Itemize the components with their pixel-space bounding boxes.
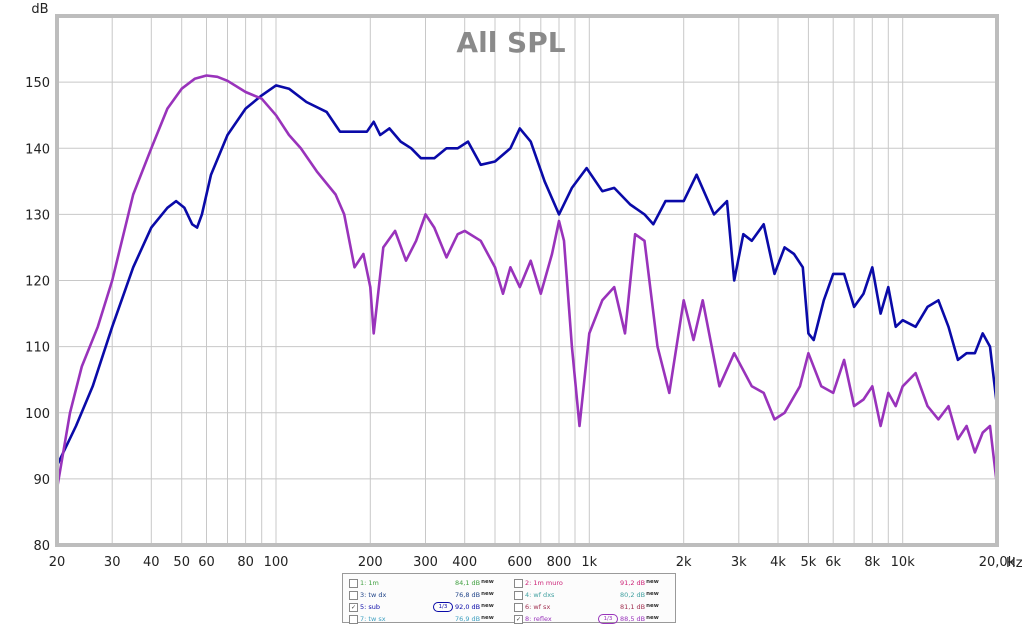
legend-item-label: 1: 1m (360, 579, 379, 587)
legend-item: 1: 1m 84,1 dBnew (343, 576, 508, 590)
legend-row: 1: 1m 84,1 dBnew 2: 1m muro 91,2 dBnew (343, 576, 675, 590)
legend-item-value-text: 84,1 dB (455, 579, 481, 587)
legend-checkbox[interactable] (349, 591, 358, 600)
y-axis-label: dB (31, 2, 48, 17)
legend-item: 2: 1m muro 91,2 dBnew (508, 576, 673, 590)
y-tick-label: 80 (33, 539, 50, 554)
legend-item-suffix: new (646, 579, 659, 585)
legend-item: 3: tw dx 76,8 dBnew (343, 588, 508, 602)
chart-title: All SPL (456, 26, 565, 59)
legend-item-suffix: new (481, 591, 494, 597)
y-tick-label: 120 (25, 275, 50, 290)
x-tick-label: 200 (358, 555, 383, 570)
legend-item-label: 8: reflex (525, 615, 552, 623)
legend-item-suffix: new (481, 615, 494, 621)
legend-item-suffix: new (646, 615, 659, 621)
x-tick-label: 60 (198, 555, 215, 570)
x-tick-label: 50 (173, 555, 190, 570)
legend-checkbox[interactable] (349, 615, 358, 624)
legend-checkbox[interactable] (514, 591, 523, 600)
x-tick-label: 6k (825, 555, 841, 570)
legend-item-label: 2: 1m muro (525, 579, 563, 587)
legend-checkbox[interactable] (514, 603, 523, 612)
x-tick-label: 20 (49, 555, 66, 570)
x-tick-label: 10k (891, 555, 916, 570)
x-tick-label: 800 (547, 555, 572, 570)
y-tick-label: 150 (25, 76, 50, 91)
legend-row: 3: tw dx 76,8 dBnew 4: wf dxs 80,2 dBnew (343, 588, 675, 602)
x-tick-label: 1k (581, 555, 597, 570)
series-line-sub (55, 84, 999, 467)
x-tick-label: 30 (104, 555, 121, 570)
legend-item-value: 88,5 dBnew (620, 615, 659, 623)
legend-item-label: 4: wf dxs (525, 591, 555, 599)
legend-row: ✓ 5: sub 1/3 92,0 dBnew 6: wf sx 81,1 dBnew (343, 600, 675, 614)
legend-item-label: 7: tw sx (360, 615, 386, 623)
legend-item-value-text: 91,2 dB (620, 579, 646, 587)
legend-panel: 1: 1m 84,1 dBnew 2: 1m muro 91,2 dBnew 3: tw… (342, 573, 676, 626)
smoothing-badge: 1/3 (598, 614, 618, 624)
grid (56, 16, 998, 546)
legend-checkbox[interactable]: ✓ (349, 603, 358, 612)
y-tick-labels: 80 90 100 110 120 130 140 150 (25, 76, 50, 554)
series-line-reflex (55, 74, 999, 490)
y-tick-label: 130 (25, 208, 50, 223)
legend-item: 6: wf sx 81,1 dBnew (508, 600, 673, 614)
legend-checkbox[interactable] (514, 579, 523, 588)
legend-item-value: 80,2 dBnew (620, 591, 659, 599)
x-tick-label: 8k (864, 555, 880, 570)
legend-item-value-text: 80,2 dB (620, 591, 646, 599)
y-tick-label: 110 (25, 341, 50, 356)
x-tick-label: 2k (676, 555, 692, 570)
legend-item-label: 5: sub (360, 603, 381, 611)
legend-item: 4: wf dxs 80,2 dBnew (508, 588, 673, 602)
legend-item-suffix: new (646, 591, 659, 597)
x-axis-label: Hz (1006, 556, 1023, 571)
legend-item: ✓ 8: reflex 1/3 88,5 dBnew (508, 612, 673, 626)
y-tick-label: 140 (25, 142, 50, 157)
legend-item-suffix: new (646, 603, 659, 609)
legend-item-label: 6: wf sx (525, 603, 551, 611)
legend-item-value: 92,0 dBnew (455, 603, 494, 611)
legend-item-value: 84,1 dBnew (455, 579, 494, 587)
legend-item-value-text: 76,8 dB (455, 591, 481, 599)
x-tick-label: 400 (452, 555, 477, 570)
plot-frame (55, 14, 999, 547)
legend-item-value-text: 88,5 dB (620, 615, 646, 623)
smoothing-badge: 1/3 (433, 602, 453, 612)
legend-checkbox[interactable] (349, 579, 358, 588)
x-tick-label: 40 (143, 555, 160, 570)
x-tick-label: 100 (264, 555, 289, 570)
legend-item-value-text: 92,0 dB (455, 603, 481, 611)
spl-chart: All SPL dB Hz 80 90 100 110 120 130 140 150 20 3… (25, 2, 1023, 571)
x-tick-label: 80 (237, 555, 254, 570)
legend-item-value-text: 81,1 dB (620, 603, 646, 611)
x-tick-label: 20,0k (979, 555, 1016, 570)
series-group (55, 74, 999, 490)
x-tick-labels: 20 30 40 50 60 80 100 200 300 400 600 800 1k 2k 3k 4k 5k… (49, 555, 1016, 570)
legend-item: ✓ 5: sub 1/3 92,0 dBnew (343, 600, 508, 614)
x-tick-label: 4k (770, 555, 786, 570)
legend-item-value: 76,8 dBnew (455, 591, 494, 599)
x-tick-label: 600 (507, 555, 532, 570)
legend-item-value: 81,1 dBnew (620, 603, 659, 611)
y-tick-label: 100 (25, 407, 50, 422)
legend-item-label: 3: tw dx (360, 591, 387, 599)
legend-item-value-text: 76,9 dB (455, 615, 481, 623)
legend-item-suffix: new (481, 603, 494, 609)
x-tick-label: 300 (413, 555, 438, 570)
legend-item-suffix: new (481, 579, 494, 585)
legend-item-value: 76,9 dBnew (455, 615, 494, 623)
legend-item: 7: tw sx 76,9 dBnew (343, 612, 508, 626)
x-tick-label: 3k (731, 555, 747, 570)
legend-item-value: 91,2 dBnew (620, 579, 659, 587)
legend-row: 7: tw sx 76,9 dBnew ✓ 8: reflex 1/3 88,5 dBne… (343, 612, 675, 626)
x-tick-label: 5k (800, 555, 816, 570)
y-tick-label: 90 (33, 473, 50, 488)
legend-checkbox[interactable]: ✓ (514, 615, 523, 624)
